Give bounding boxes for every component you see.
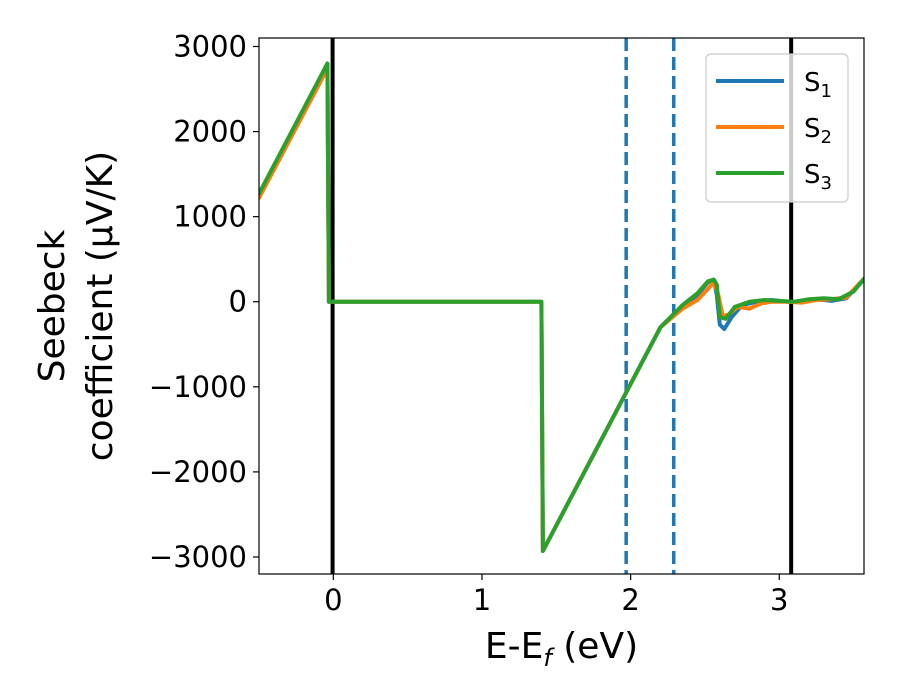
series-line-s3 <box>259 61 864 553</box>
y-tick-label: 2000 <box>173 115 247 149</box>
legend-label: S1 <box>804 68 832 102</box>
legend-label: S2 <box>804 114 832 148</box>
axes-frame <box>258 37 865 575</box>
y-tick-label: 3000 <box>173 30 247 64</box>
y-axis-label: Seebeck coefficient (μV/K) <box>32 151 121 461</box>
x-tick-label: 2 <box>621 583 639 617</box>
y-tick-label: −2000 <box>149 455 247 489</box>
y-tick-label: 1000 <box>173 200 247 234</box>
x-tick-label: 3 <box>770 583 788 617</box>
axis-labels: E-Ef (eV) Seebeck coefficient (μV/K) <box>32 151 638 672</box>
legend-label: S3 <box>804 160 832 194</box>
y-tick-label: −1000 <box>149 370 247 404</box>
y-tick-label: 0 <box>229 285 247 319</box>
x-tick-label: 1 <box>473 583 491 617</box>
y-axis-label-line: coefficient (μV/K) <box>80 151 121 461</box>
x-axis-label: E-Ef (eV) <box>485 626 638 672</box>
axes: 0 1 2 3 −3000 −2000 −1000 0 1000 2000 3000 <box>149 30 865 617</box>
legend: S1 S2 S3 <box>705 53 849 203</box>
x-tick-label: 0 <box>324 583 342 617</box>
y-axis-label-line: Seebeck <box>32 229 73 382</box>
y-tick-label: −3000 <box>149 540 247 574</box>
